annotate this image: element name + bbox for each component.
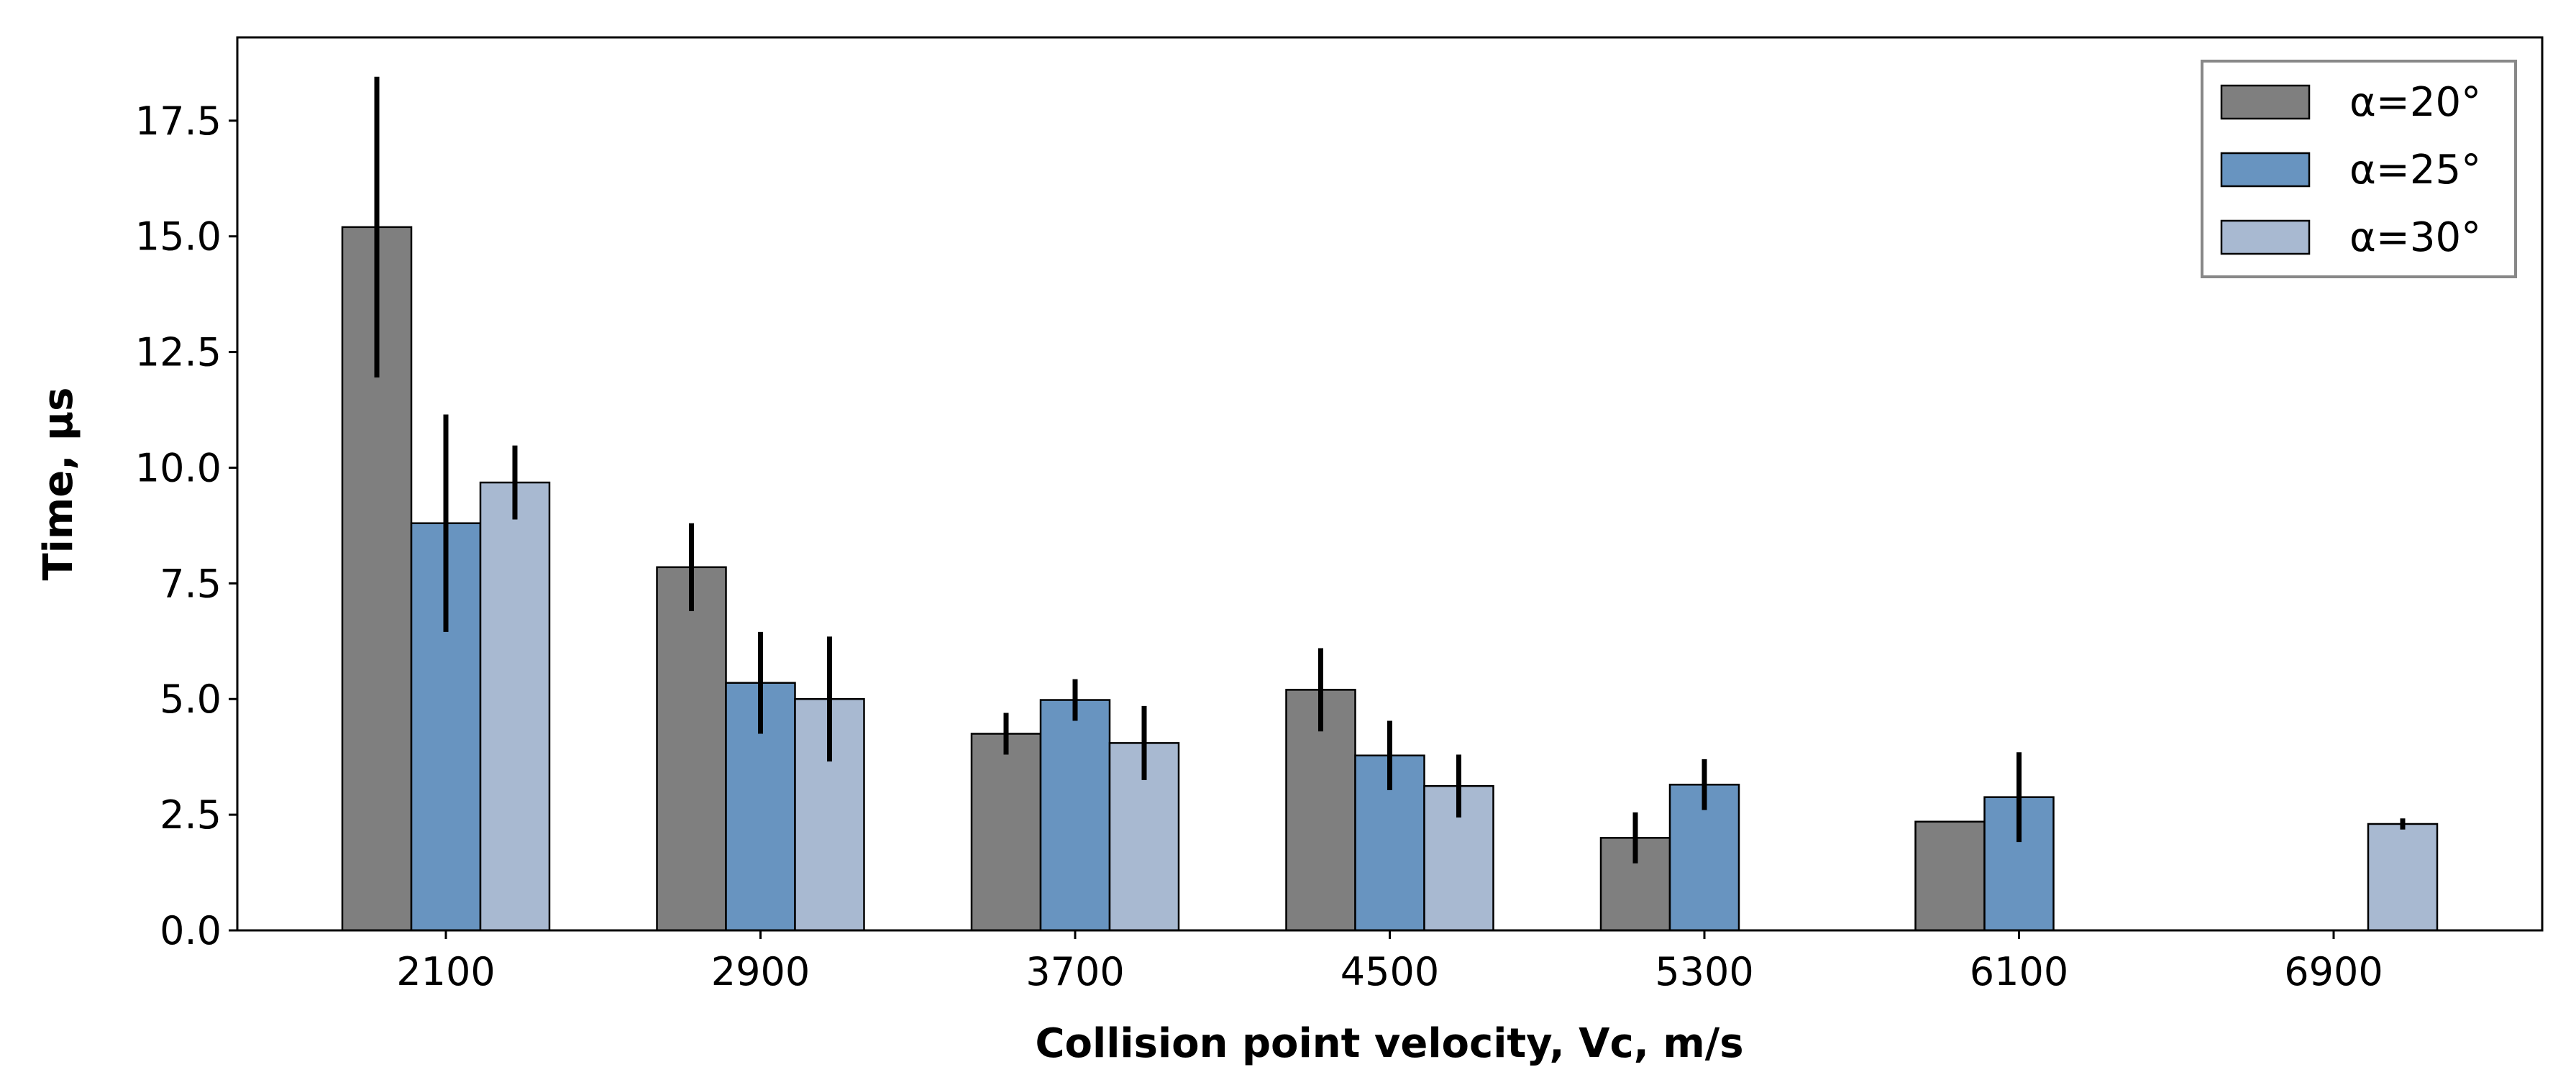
y-tick-label: 5.0 [160,677,221,722]
bar-1-6100 [1914,820,1986,932]
legend-swatch-3 [2220,219,2311,255]
x-tick-label: 5300 [1655,949,1753,994]
y-tick-label: 7.5 [160,561,221,606]
bar-2-3700 [1039,699,1111,932]
y-tick-label: 2.5 [160,792,221,838]
y-tick-label: 10.0 [135,445,221,490]
legend-label-3: α=30° [2349,214,2481,261]
x-tick-label: 6100 [1970,949,2068,994]
legend-label-1: α=20° [2349,79,2481,126]
x-axis-label: Collision point velocity, Vc, m/s [1035,1020,1743,1067]
y-tick-label: 17.5 [135,99,221,144]
bar-3-2100 [479,481,551,932]
y-axis-label: Time, μs [35,387,82,580]
bar-1-3700 [970,733,1042,932]
bar-1-2900 [656,566,727,932]
legend-swatch-2 [2220,152,2311,188]
legend-swatch-1 [2220,84,2311,120]
y-tick-label: 12.5 [135,330,221,375]
axis-ticks: 0.0 2.5 5.0 7.5 10.0 12.5 15.0 17.5 2100 2900 3700… [135,99,2383,994]
legend-label-2: α=25° [2349,147,2481,193]
x-tick-label: 6900 [2284,949,2383,994]
plot-area [341,76,2439,932]
x-tick-label: 2900 [711,949,810,994]
x-tick-label: 4500 [1340,949,1439,994]
bar-3-6900 [2367,823,2439,932]
y-tick-label: 0.0 [160,908,221,953]
x-tick-label: 3700 [1026,949,1124,994]
x-tick-label: 2100 [396,949,495,994]
y-tick-label: 15.0 [135,214,221,260]
legend: α=20° α=25° α=30° [2201,60,2517,278]
